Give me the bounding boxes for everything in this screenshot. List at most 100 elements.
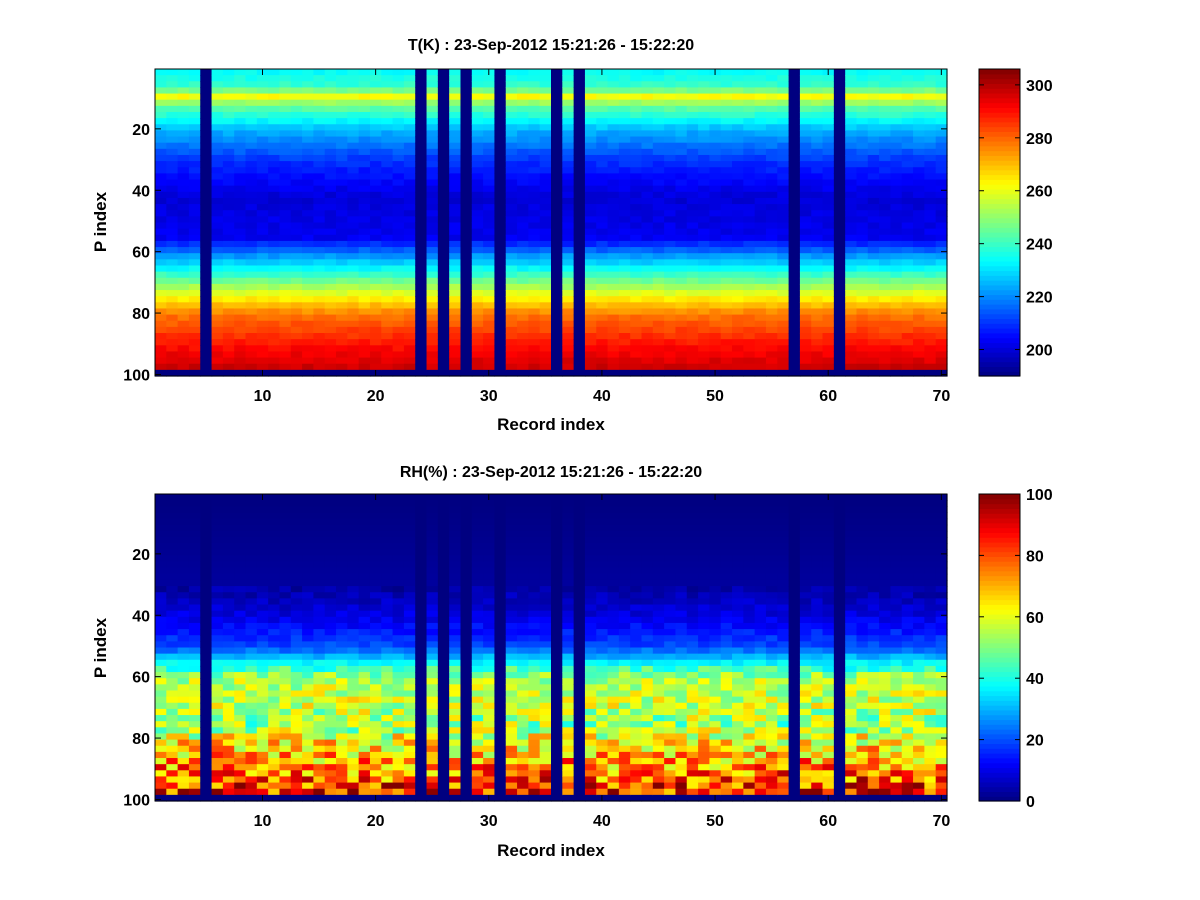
heatmap-cell xyxy=(890,240,903,248)
heatmap-cell xyxy=(890,277,903,285)
heatmap-cell xyxy=(675,351,688,359)
heatmap-cell xyxy=(358,105,371,113)
heatmap-cell xyxy=(415,130,428,138)
heatmap-cell xyxy=(336,185,348,193)
heatmap-cell xyxy=(347,622,360,630)
heatmap-cell xyxy=(313,530,326,538)
heatmap-cell xyxy=(788,247,801,254)
heatmap-cell xyxy=(732,369,744,377)
colorbar-segment xyxy=(979,140,1020,147)
heatmap-cell xyxy=(155,506,167,514)
heatmap-cell xyxy=(935,173,948,181)
heatmap-cell xyxy=(279,512,292,520)
heatmap-cell xyxy=(290,333,303,340)
heatmap-cell xyxy=(392,339,405,346)
heatmap-cell xyxy=(517,271,529,279)
heatmap-cell xyxy=(890,197,903,205)
heatmap-cell xyxy=(822,271,835,279)
heatmap-cell xyxy=(856,154,869,162)
heatmap-cell xyxy=(426,111,439,119)
heatmap-cell xyxy=(856,339,869,346)
heatmap-cell xyxy=(811,105,824,113)
heatmap-cell xyxy=(754,81,767,89)
heatmap-cell xyxy=(913,105,925,113)
heatmap-cell xyxy=(188,524,201,532)
heatmap-cell xyxy=(686,265,699,273)
heatmap-cell xyxy=(256,210,269,217)
heatmap-cell xyxy=(166,592,179,599)
heatmap-cell xyxy=(177,167,190,174)
heatmap-cell xyxy=(732,228,744,236)
heatmap-cell xyxy=(483,173,496,181)
heatmap-cell xyxy=(777,234,790,242)
heatmap-cell xyxy=(652,197,665,205)
heatmap-cell xyxy=(302,161,314,168)
heatmap-cell xyxy=(268,500,281,507)
heatmap-cell xyxy=(403,684,416,692)
heatmap-cell xyxy=(449,751,462,759)
heatmap-cell xyxy=(369,659,382,667)
heatmap-cell xyxy=(336,154,348,162)
heatmap-cell xyxy=(279,524,292,532)
heatmap-cell xyxy=(268,659,281,667)
heatmap-cell xyxy=(245,659,258,667)
heatmap-cell xyxy=(200,75,213,82)
heatmap-cell xyxy=(686,369,699,377)
heatmap-cell xyxy=(347,715,360,722)
heatmap-cell xyxy=(732,204,744,211)
heatmap-cell xyxy=(539,333,552,340)
heatmap-cell xyxy=(426,240,439,248)
heatmap-cell xyxy=(200,782,213,790)
heatmap-cell xyxy=(618,99,631,107)
heatmap-cell xyxy=(460,555,473,563)
heatmap-cell xyxy=(369,715,382,722)
heatmap-cell xyxy=(743,339,756,346)
heatmap-cell xyxy=(856,296,869,303)
heatmap-cell xyxy=(856,124,869,131)
heatmap-cell xyxy=(302,357,314,365)
heatmap-cell xyxy=(358,794,371,802)
heatmap-cell xyxy=(426,314,439,322)
heatmap-cell xyxy=(822,148,835,156)
heatmap-cell xyxy=(913,363,925,371)
heatmap-cell xyxy=(358,240,371,248)
heatmap-cell xyxy=(483,197,496,205)
heatmap-cell xyxy=(347,118,360,125)
heatmap-cell xyxy=(313,302,326,310)
heatmap-cell xyxy=(313,770,326,778)
heatmap-cell xyxy=(336,758,348,765)
heatmap-cell xyxy=(754,296,767,303)
heatmap-cell xyxy=(732,179,744,187)
heatmap-cell xyxy=(698,87,710,95)
heatmap-cell xyxy=(347,733,360,741)
heatmap-cell xyxy=(573,277,586,285)
heatmap-cell xyxy=(641,314,654,322)
heatmap-cell xyxy=(743,290,756,297)
heatmap-cell xyxy=(256,130,269,138)
heatmap-cell xyxy=(324,185,337,193)
heatmap-cell xyxy=(630,124,643,131)
heatmap-cell xyxy=(471,130,484,138)
heatmap-cell xyxy=(381,130,394,138)
heatmap-cell xyxy=(777,173,790,181)
heatmap-cell xyxy=(369,136,382,144)
heatmap-cell xyxy=(856,283,869,291)
heatmap-cell xyxy=(743,277,756,285)
heatmap-cell xyxy=(369,672,382,679)
heatmap-cell xyxy=(437,345,450,353)
heatmap-cell xyxy=(799,277,812,285)
heatmap-cell xyxy=(155,351,167,359)
heatmap-cell xyxy=(505,314,518,322)
heatmap-cell xyxy=(392,665,405,673)
heatmap-cell xyxy=(381,604,394,612)
heatmap-cell xyxy=(664,154,677,162)
heatmap-cell xyxy=(833,210,846,217)
heatmap-cell xyxy=(799,179,812,187)
heatmap-cell xyxy=(720,240,733,248)
heatmap-cell xyxy=(155,573,167,581)
heatmap-cell xyxy=(675,185,688,193)
heatmap-cell xyxy=(505,290,518,297)
heatmap-cell xyxy=(369,142,382,150)
heatmap-cell xyxy=(234,567,247,575)
